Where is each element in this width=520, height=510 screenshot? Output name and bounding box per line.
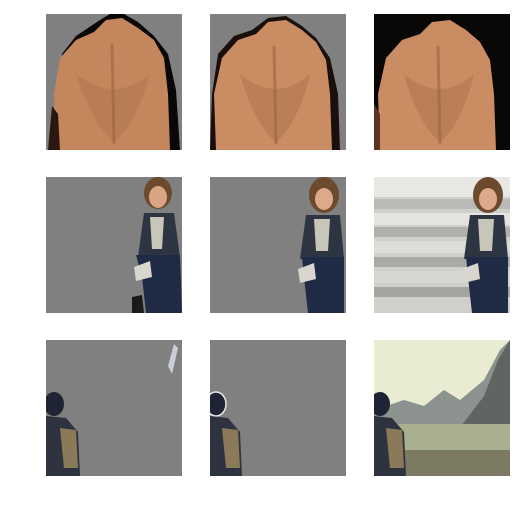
- back-mask-result-b: [210, 14, 346, 150]
- back-mask-result-a: [46, 14, 182, 150]
- landscape-original-photo: [374, 340, 510, 476]
- landscape-mask-result-b: [210, 340, 346, 476]
- stairs-mask-result-b: [210, 177, 346, 313]
- stairs-mask-result-a: [46, 177, 182, 313]
- stairs-original-photo: [374, 177, 510, 313]
- back-original-photo: [374, 14, 510, 150]
- landscape-mask-result-a: [46, 340, 182, 476]
